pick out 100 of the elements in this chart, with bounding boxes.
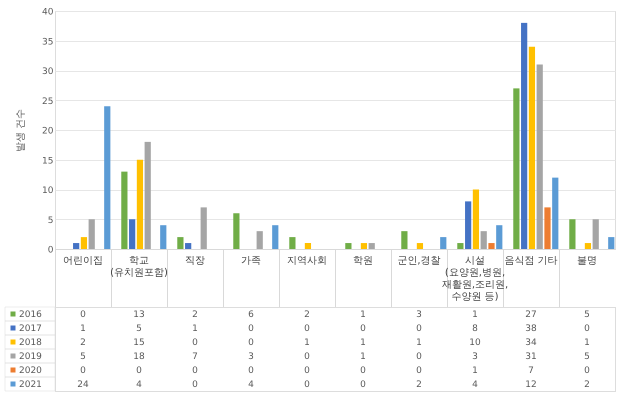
bar: [136, 160, 144, 249]
data-label: 0: [584, 324, 590, 334]
bar: [472, 190, 480, 249]
data-label: 0: [304, 366, 310, 376]
bar: [608, 237, 614, 249]
data-label: 2: [584, 380, 590, 390]
data-label: 2: [304, 310, 310, 320]
bar: [528, 46, 536, 249]
bar: [569, 219, 576, 249]
x-tick-label: 지역사회: [287, 256, 327, 266]
data-label: 1: [304, 338, 310, 348]
bar: [129, 219, 136, 249]
x-tick-label: 학교 (유치원포함): [110, 256, 168, 278]
data-label: 5: [80, 352, 86, 362]
x-tick-label: 학원: [353, 256, 373, 266]
data-label: 0: [192, 366, 198, 376]
bar: [289, 237, 296, 249]
x-tick-label: 가족: [241, 256, 261, 266]
data-label: 38: [525, 324, 537, 334]
bar: [513, 88, 520, 249]
data-label: 0: [416, 366, 422, 376]
bar: [496, 225, 502, 249]
data-label: 5: [584, 310, 590, 320]
data-label: 34: [525, 338, 537, 348]
y-axis-title: 발생 건수: [16, 108, 26, 152]
bar: [457, 243, 464, 249]
bar: [480, 231, 487, 249]
data-label: 2: [192, 310, 198, 320]
bar: [233, 213, 240, 249]
legend-label: 2020: [19, 366, 42, 376]
bar: [488, 243, 495, 249]
data-label: 0: [304, 324, 310, 334]
data-label: 0: [416, 352, 422, 362]
bar: [465, 201, 472, 249]
bar: [544, 207, 551, 249]
legend-label: 2018: [19, 338, 42, 348]
bar: [104, 106, 110, 249]
bar: [401, 231, 408, 249]
x-tick-label: 어린이집: [63, 256, 103, 266]
bar: [272, 225, 278, 249]
legend-label: 2019: [19, 352, 42, 362]
data-label: 4: [136, 380, 142, 390]
bar: [440, 237, 446, 249]
data-label: 1: [360, 352, 366, 362]
data-label: 5: [584, 352, 590, 362]
data-label: 0: [416, 324, 422, 334]
data-label: 0: [584, 366, 590, 376]
data-label: 1: [80, 324, 86, 334]
data-label: 0: [248, 366, 254, 376]
data-label: 0: [360, 324, 366, 334]
bar: [256, 231, 263, 249]
data-label: 8: [472, 324, 478, 334]
data-label: 0: [192, 380, 198, 390]
data-label: 0: [136, 366, 142, 376]
bar: [144, 142, 151, 249]
data-label: 5: [136, 324, 142, 334]
data-label: 3: [416, 310, 422, 320]
y-tick-label: 25: [42, 96, 54, 107]
bar: [521, 22, 528, 249]
bar: [416, 243, 424, 249]
bar: [360, 243, 368, 249]
data-label: 0: [304, 380, 310, 390]
data-label: 0: [360, 366, 366, 376]
bar: [185, 243, 192, 249]
data-label: 18: [133, 352, 145, 362]
data-label: 2: [80, 338, 86, 348]
data-label: 0: [248, 324, 254, 334]
data-label: 2: [416, 380, 422, 390]
data-label: 3: [472, 352, 478, 362]
bar: [552, 178, 558, 249]
data-label: 0: [80, 310, 86, 320]
data-label: 6: [248, 310, 254, 320]
data-label: 31: [525, 352, 537, 362]
bar: [177, 237, 184, 249]
y-tick-label: 40: [42, 8, 54, 18]
legend-label: 2017: [19, 324, 42, 334]
x-tick-label: 직장: [185, 256, 205, 266]
y-tick-label: 5: [48, 216, 54, 226]
data-label: 24: [77, 380, 89, 390]
y-tick-label: 10: [42, 186, 54, 196]
bar: [368, 243, 375, 249]
data-label: 4: [472, 380, 478, 390]
data-label: 13: [133, 310, 145, 320]
data-label: 1: [192, 324, 198, 334]
bar: [80, 237, 88, 249]
bar: [160, 225, 166, 249]
bar: [345, 243, 352, 249]
y-tick-label: 20: [42, 126, 54, 136]
data-label: 7: [192, 352, 198, 362]
data-label: 0: [192, 338, 198, 348]
bar: [88, 219, 95, 249]
x-tick-label: 군인,경찰: [397, 256, 441, 266]
data-label: 7: [528, 366, 534, 376]
data-label: 1: [584, 338, 590, 348]
legend-label: 2021: [19, 380, 42, 390]
data-label: 1: [360, 338, 366, 348]
bar: [536, 64, 543, 249]
data-label: 27: [525, 310, 537, 320]
y-tick-label: 15: [42, 156, 54, 166]
data-label: 12: [525, 380, 537, 390]
